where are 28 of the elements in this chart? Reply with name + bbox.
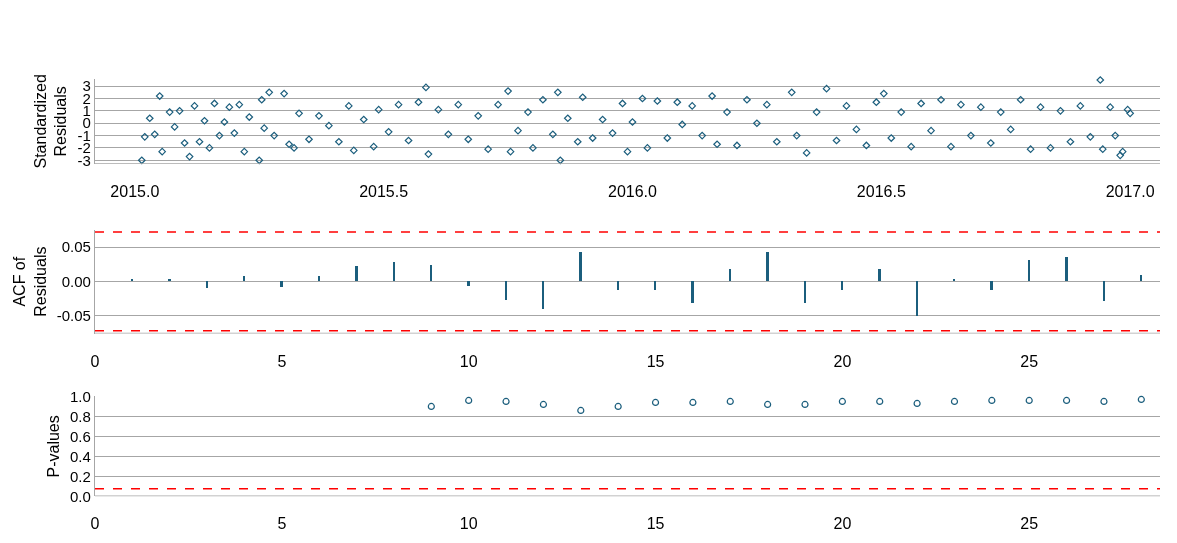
y-tick-label: 1.0 (69, 387, 91, 405)
y-axis-title: P-values (44, 415, 62, 478)
x-tick-label: 2015.5 (359, 182, 409, 200)
x-tick-label: 20 (833, 352, 852, 370)
y-tick-label: 0.4 (69, 447, 91, 465)
y-tick-label: 0.6 (69, 427, 91, 445)
x-tick-label: 5 (277, 515, 287, 533)
y-tick-label: 0.05 (61, 238, 91, 256)
y-axis-title: Standardized Residuals (31, 74, 70, 169)
x-tick-label: 5 (277, 352, 287, 370)
y-tick-label: 0.0 (69, 487, 91, 505)
x-tick-label: 25 (1020, 352, 1039, 370)
y-tick-label: -0.05 (56, 306, 91, 324)
y-tick-label: 0.8 (69, 407, 91, 425)
y-axis-title: ACF of Residuals (10, 246, 49, 317)
x-tick-label: 2016.5 (856, 182, 906, 200)
x-tick-label: 15 (646, 515, 665, 533)
x-tick-label: 2016.0 (608, 182, 658, 200)
y-tick-label: 0.2 (69, 467, 91, 485)
y-tick-label: 0.00 (61, 272, 91, 290)
x-tick-label: 2015.0 (110, 182, 160, 200)
x-tick-label: 20 (833, 515, 852, 533)
x-tick-label: 2017.0 (1105, 182, 1155, 200)
x-tick-label: 15 (646, 352, 665, 370)
x-tick-label: 10 (459, 515, 478, 533)
x-tick-label: 10 (459, 352, 478, 370)
x-tick-label: 25 (1020, 515, 1039, 533)
y-tick-label: 3 (82, 77, 91, 95)
